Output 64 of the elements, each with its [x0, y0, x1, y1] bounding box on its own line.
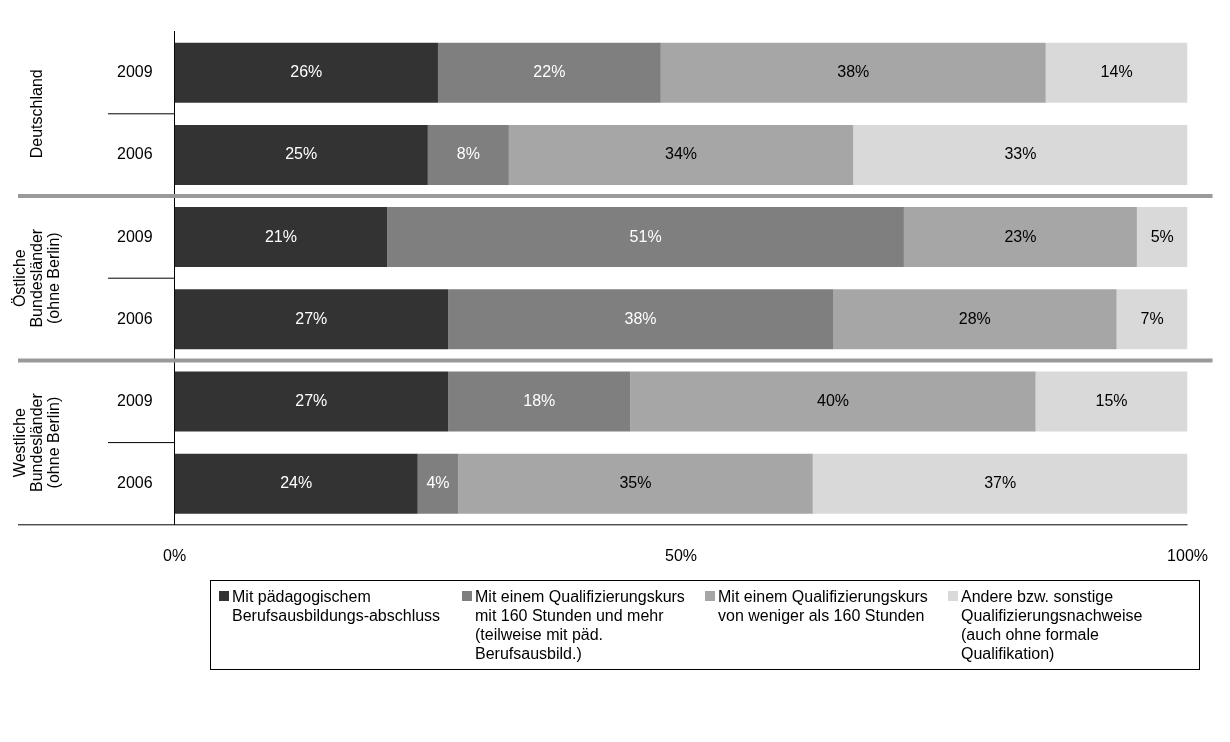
bar [174, 289, 449, 350]
data-label: 28% [958, 309, 991, 327]
data-label: 35% [619, 474, 652, 492]
data-label: 27% [295, 309, 328, 327]
bar [812, 453, 1188, 514]
bar [427, 124, 509, 185]
y-tick-label: 2006 [117, 474, 153, 492]
bar [174, 453, 418, 514]
legend-label: Mit einem Qualifizierungskurs von weniger als 160 Stunden [718, 587, 929, 625]
data-label: 40% [816, 391, 850, 409]
data-label: 51% [629, 227, 662, 245]
y-tick-label: 2009 [117, 227, 153, 245]
bar [458, 453, 813, 514]
data-label: 22% [533, 63, 566, 81]
x-tick-label: 50% [665, 546, 698, 564]
bar [437, 42, 661, 103]
x-tick-label: 0% [163, 546, 187, 564]
data-label: 25% [285, 145, 318, 163]
bar [1116, 289, 1188, 350]
bar [448, 371, 631, 432]
bar [853, 124, 1188, 185]
y-tick-label: 2009 [117, 391, 153, 409]
data-label: 7% [1140, 309, 1164, 327]
bar [174, 371, 449, 432]
x-tick-label: 100% [1167, 546, 1208, 564]
data-label: 21% [264, 227, 297, 245]
data-label: 26% [290, 63, 323, 81]
text: Westliche Bundesländer (ohne Berlin) [11, 392, 63, 492]
data-label: 38% [837, 63, 870, 81]
bar [174, 42, 438, 103]
bar [1136, 207, 1188, 268]
bar [174, 124, 428, 185]
data-label: 8% [456, 145, 480, 163]
bar [508, 124, 854, 185]
data-label: 33% [1004, 145, 1037, 163]
bar [1045, 42, 1188, 103]
data-label: 14% [1100, 63, 1133, 81]
text: Deutschland [28, 69, 46, 159]
data-label: 34% [665, 145, 698, 163]
data-label: 5% [1150, 227, 1174, 245]
data-label: 23% [1004, 227, 1037, 245]
text: Östliche Bundesländer (ohne Berlin) [11, 228, 63, 328]
data-label: 18% [523, 391, 556, 409]
y-tick-label: 2006 [117, 309, 153, 327]
bar [417, 453, 459, 514]
bar [174, 207, 388, 268]
y-tick-label: 2006 [117, 145, 153, 163]
data-label: 38% [624, 309, 657, 327]
bar [660, 42, 1046, 103]
bar [448, 289, 834, 350]
y-tick-label: 2009 [117, 63, 153, 81]
bar [833, 289, 1117, 350]
data-label: 4% [426, 474, 450, 492]
data-label: 37% [984, 474, 1017, 492]
legend-label: Mit pädagogischem Berufsausbildungs-abschluss [232, 587, 442, 625]
data-label: 15% [1095, 391, 1128, 409]
legend-label: Mit einem Qualifizierungskurs mit 160 Stunden und mehr (teilweise mit päd. Berufsausbild.) [475, 587, 686, 663]
legend-label: Andere bzw. sonstige Qualifizierungsnachweise (auch ohne formale Qualifikation) [961, 587, 1144, 663]
data-label: 27% [295, 391, 328, 409]
bar [387, 207, 904, 268]
bar [903, 207, 1137, 268]
bar [1035, 371, 1188, 432]
bar [630, 371, 1036, 432]
data-label: 24% [280, 474, 313, 492]
